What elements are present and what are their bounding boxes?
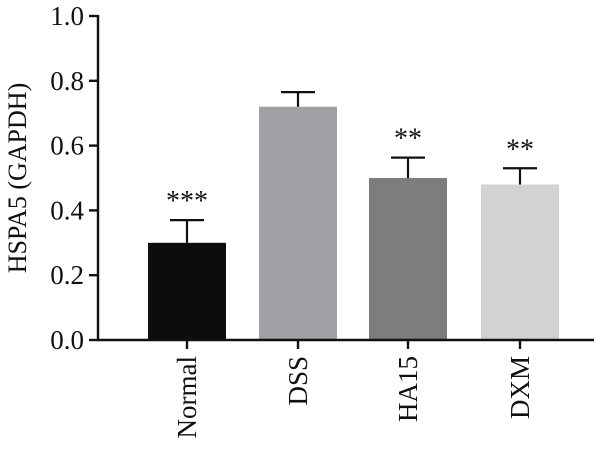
- error-bar-normal: [170, 219, 204, 243]
- x-tick-label-dxm: DXM: [505, 356, 535, 419]
- y-ticks-layer: 0.0 0.2 0.4 0.6 0.8 1.0: [50, 1, 98, 355]
- x-tick-label-normal: Normal: [172, 356, 202, 438]
- error-bar-dss: [281, 91, 315, 107]
- significance-label-normal: ***: [166, 186, 208, 217]
- error-bar-dxm: [503, 167, 537, 185]
- x-ticks-layer: Normal DSS HA15 DXM: [172, 340, 535, 438]
- axes-layer: [96, 15, 594, 342]
- significance-label-dxm: **: [506, 134, 534, 165]
- bar-dxm: [481, 184, 559, 340]
- x-tick-label-ha15: HA15: [393, 356, 423, 422]
- y-tick-label: 1.0: [50, 1, 84, 31]
- y-axis-title: HSPA5 (GAPDH): [3, 83, 32, 273]
- error-bars-layer: [170, 91, 537, 243]
- significance-layer: ***** **: [166, 124, 534, 218]
- y-tick-label: 0.4: [50, 195, 84, 225]
- bar-ha15: [369, 178, 447, 340]
- error-bar-ha15: [391, 156, 425, 178]
- bars-layer: [148, 106, 559, 340]
- x-tick-label-dss: DSS: [283, 356, 313, 406]
- significance-label-ha15: **: [394, 124, 422, 155]
- y-tick-label: 0.0: [50, 325, 84, 355]
- y-tick-label: 0.2: [50, 260, 84, 290]
- y-tick-label: 0.8: [50, 66, 84, 96]
- bar-normal: [148, 242, 226, 340]
- bar-dss: [259, 106, 337, 340]
- y-tick-label: 0.6: [50, 131, 84, 161]
